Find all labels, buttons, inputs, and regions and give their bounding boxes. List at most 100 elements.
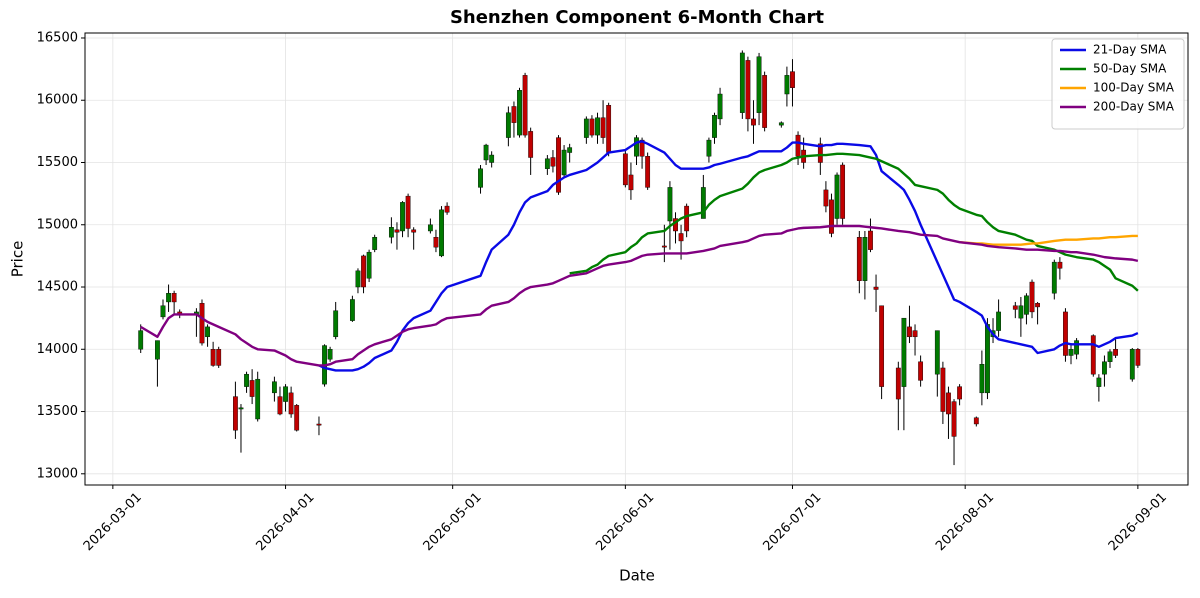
candle-body (1113, 349, 1118, 356)
candle-body (439, 209, 444, 257)
candle-body (706, 139, 712, 157)
candle-body (255, 378, 261, 420)
candle-body (762, 75, 768, 128)
sma-line (959, 234, 1138, 246)
candle-body (661, 245, 667, 248)
candle-body (678, 233, 684, 242)
candle-body (940, 367, 946, 412)
candle-body (756, 56, 762, 113)
candle-body (160, 305, 166, 318)
candle-body (1074, 340, 1079, 355)
candle-body (595, 117, 600, 136)
candle-body (433, 237, 439, 248)
candle-body (489, 154, 495, 163)
y-tick-label: 16500 (37, 30, 78, 45)
candle-body (834, 174, 840, 219)
candle-body (550, 157, 556, 167)
candle-body (739, 52, 745, 113)
candle-body (1029, 281, 1035, 313)
sma-line (569, 152, 1139, 292)
candle-body (1068, 349, 1074, 356)
y-tick-label: 14000 (37, 342, 78, 357)
candle-body (556, 137, 561, 193)
candle-body (583, 118, 589, 138)
y-tick-label: 15000 (37, 217, 78, 232)
candle-body (505, 112, 511, 138)
candle-body (1096, 377, 1102, 387)
legend-label: 50-Day SMA (1093, 62, 1167, 76)
candle-body (817, 143, 823, 163)
candle-body (1024, 295, 1029, 315)
candle-body (400, 202, 405, 232)
candle-body (1035, 303, 1040, 308)
candle-body (272, 381, 277, 394)
candle-body (628, 174, 634, 191)
candle-body (589, 118, 595, 136)
candle-body (634, 137, 639, 157)
candle-body (511, 106, 517, 123)
candle-body (907, 326, 912, 338)
candle-body (700, 187, 706, 219)
y-tick-label: 16000 (37, 93, 78, 108)
candle-body (544, 158, 550, 169)
candle-body (1018, 305, 1024, 319)
candle-body (478, 168, 483, 188)
candle-body (745, 60, 751, 120)
candle-body (951, 401, 957, 437)
candle-body (210, 349, 216, 366)
y-axis-label: Price (9, 241, 27, 278)
x-axis-label: Date (619, 567, 655, 585)
candle-body (868, 230, 873, 250)
candle-body (394, 229, 400, 233)
candle-body (411, 229, 417, 233)
candle-body (294, 405, 300, 431)
candle-body (427, 224, 433, 232)
candle-body (528, 131, 534, 158)
candle-body (934, 330, 940, 375)
candle-body (751, 118, 756, 126)
candle-body (684, 205, 690, 232)
candle-body (712, 114, 717, 138)
candle-body (355, 270, 361, 288)
candle-body (667, 187, 673, 222)
candle-body (862, 237, 868, 281)
y-tick-label: 13000 (37, 466, 78, 481)
candle-body (233, 396, 238, 431)
candle-body (166, 293, 171, 303)
candle-body (600, 117, 606, 138)
candle-body (901, 317, 907, 387)
candle-body (522, 75, 528, 136)
candle-body (790, 71, 795, 88)
candle-body (138, 330, 144, 350)
candle-body (1012, 305, 1018, 310)
candle-body (946, 392, 951, 415)
candle-body (1057, 261, 1063, 269)
candle-body (277, 396, 283, 415)
candle-body (784, 75, 790, 95)
candle-body (288, 392, 294, 415)
candle-body (199, 303, 205, 344)
legend: 21-Day SMA 50-Day SMA 100-Day SMA 200-Day S… (1051, 38, 1185, 130)
candle-body (895, 367, 901, 400)
legend-label: 100-Day SMA (1093, 81, 1175, 95)
candle-body (483, 144, 489, 161)
candle-body (840, 164, 846, 219)
y-tick-label: 13500 (37, 404, 78, 419)
candle-body (561, 149, 567, 176)
candle-body (1063, 311, 1068, 356)
candle-body (327, 349, 333, 360)
legend-label: 200-Day SMA (1093, 100, 1175, 114)
candle-body (155, 340, 160, 360)
candle-body (1102, 361, 1107, 375)
candle-body (606, 105, 612, 153)
candle-body (316, 423, 322, 426)
candle-body (405, 195, 411, 229)
y-tick-label: 14500 (37, 280, 78, 295)
candle-body (1135, 349, 1141, 366)
sma-line (140, 224, 1139, 367)
candle-body (823, 189, 829, 207)
candle-body (388, 227, 394, 238)
